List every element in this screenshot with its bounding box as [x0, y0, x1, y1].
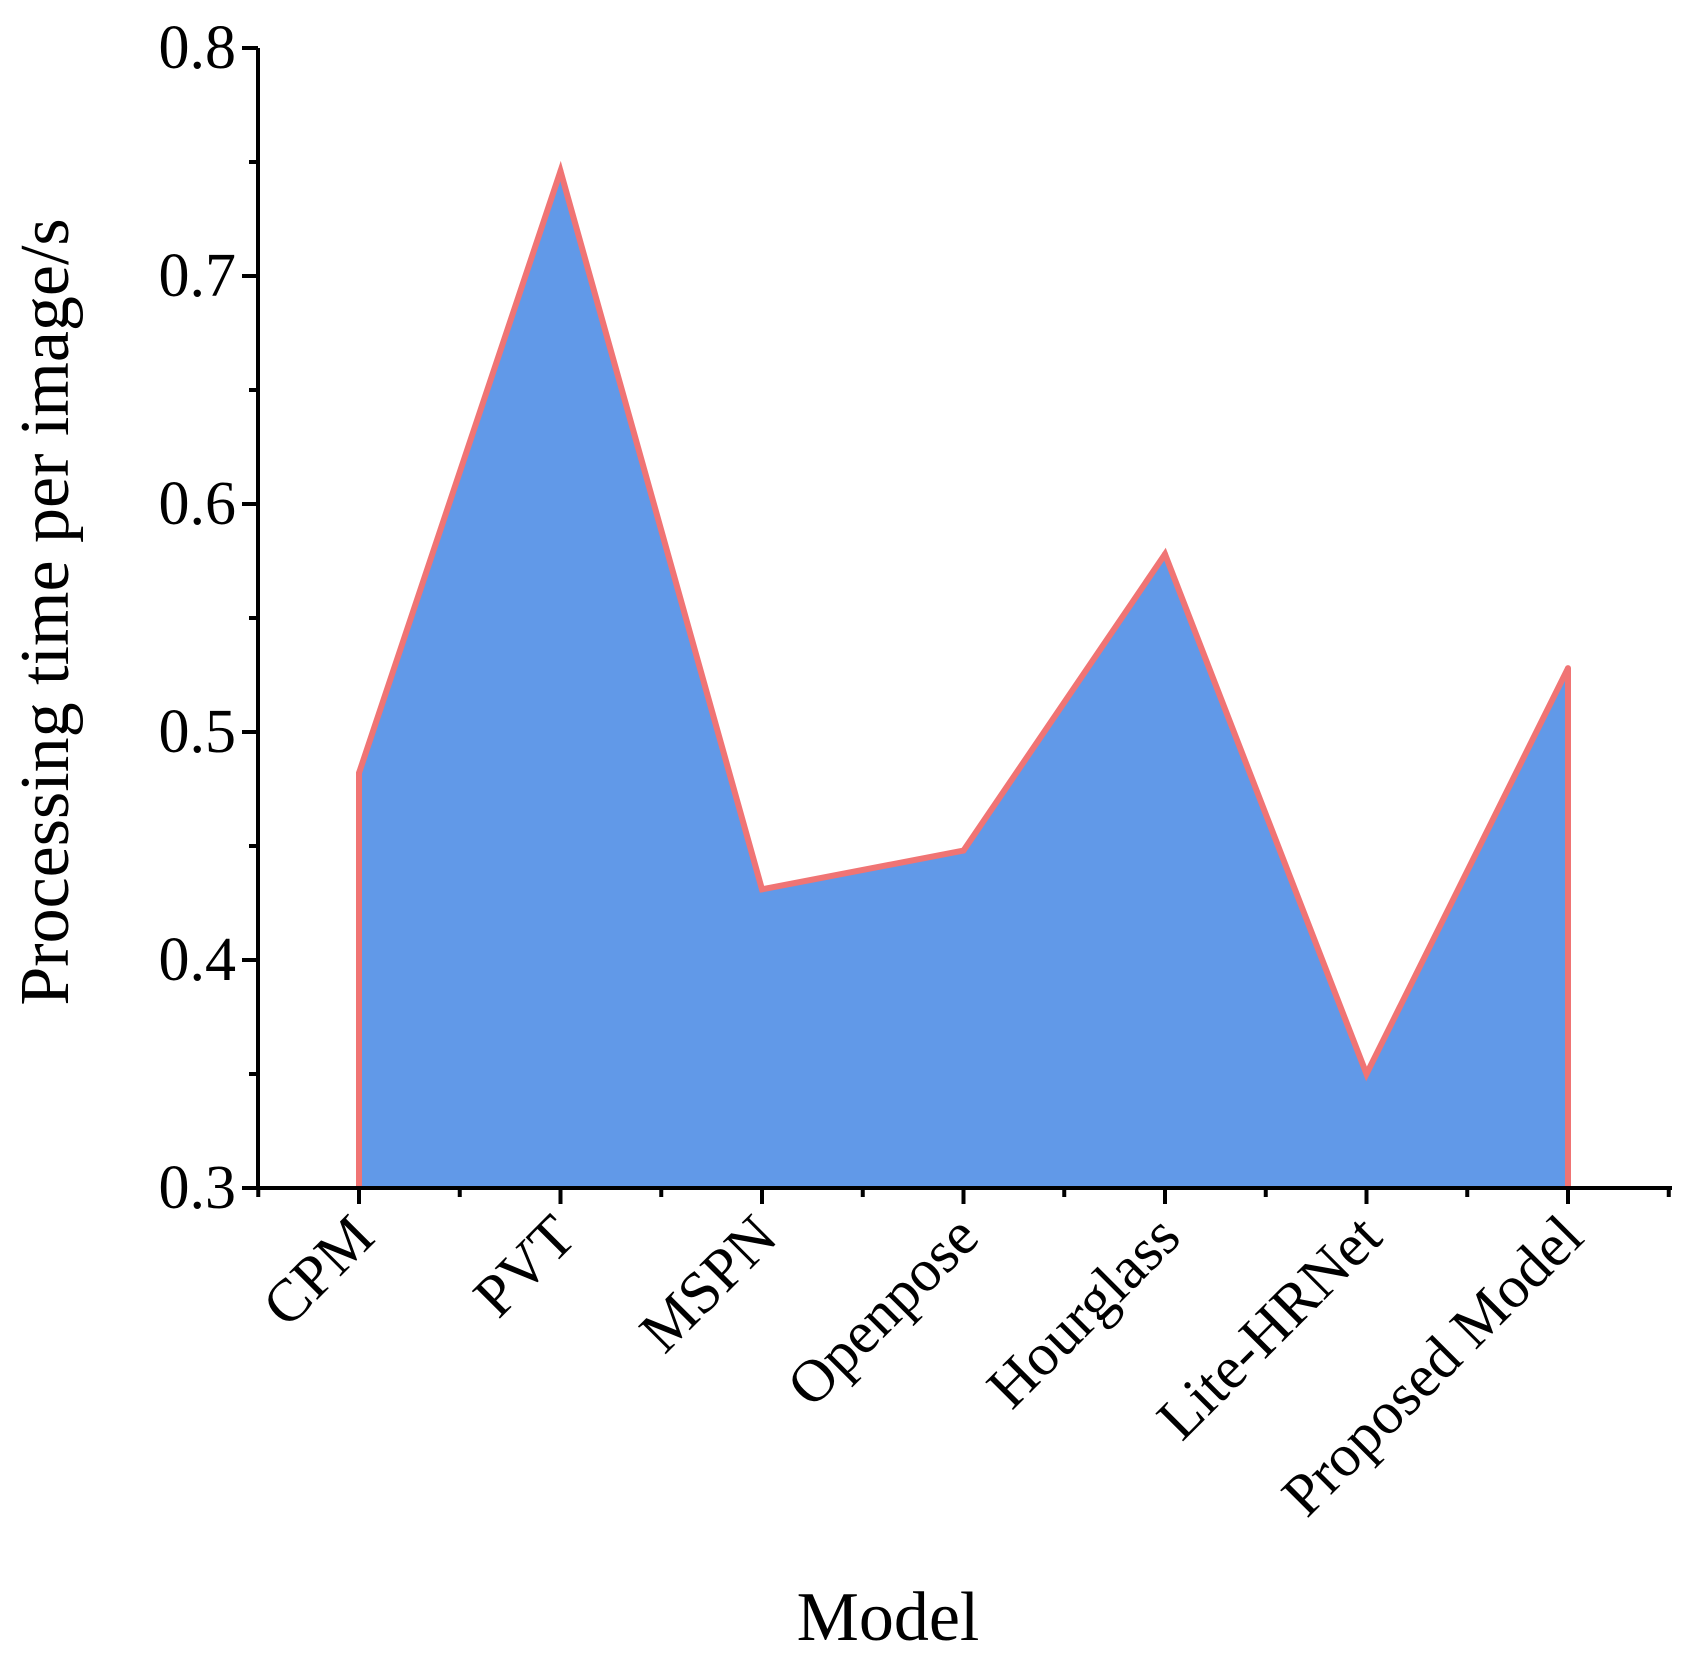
data-point-cpm — [356, 770, 362, 777]
x-tick-label: Hourglass — [974, 1203, 1192, 1421]
plot-area — [356, 160, 1571, 1188]
data-point-lite-hrnet — [1363, 1071, 1370, 1077]
x-tick-label: MSPN — [627, 1203, 789, 1365]
y-tick-label: 0.5 — [159, 698, 237, 766]
area-fill — [359, 171, 1568, 1188]
x-axis: CPM PVT MSPNOpenposeHourglassLite-HRNetPro… — [250, 1186, 1672, 1528]
y-axis-title: Processing time per image/s — [7, 218, 84, 1005]
x-tick-label: PVT — [461, 1203, 588, 1330]
x-axis-title: Model — [797, 1579, 980, 1656]
x-tick-label: Openpose — [774, 1203, 990, 1419]
data-point-mspn — [759, 886, 765, 893]
y-tick-label: 0.7 — [159, 242, 237, 310]
y-tick-label: 0.6 — [159, 470, 237, 538]
y-tick-label: 0.4 — [159, 926, 237, 994]
data-point-openpose — [960, 847, 967, 854]
y-axis: 0.3 0.4 0.5 0.6 0.7 0.8 — [159, 14, 260, 1222]
data-point-proposed-model — [1565, 665, 1571, 672]
y-tick-label: 0.3 — [159, 1154, 237, 1222]
data-point-hourglass — [1162, 551, 1168, 558]
y-tick-label: 0.8 — [159, 14, 237, 82]
x-tick-label: CPM — [250, 1203, 386, 1339]
data-point-pvt — [557, 168, 564, 175]
